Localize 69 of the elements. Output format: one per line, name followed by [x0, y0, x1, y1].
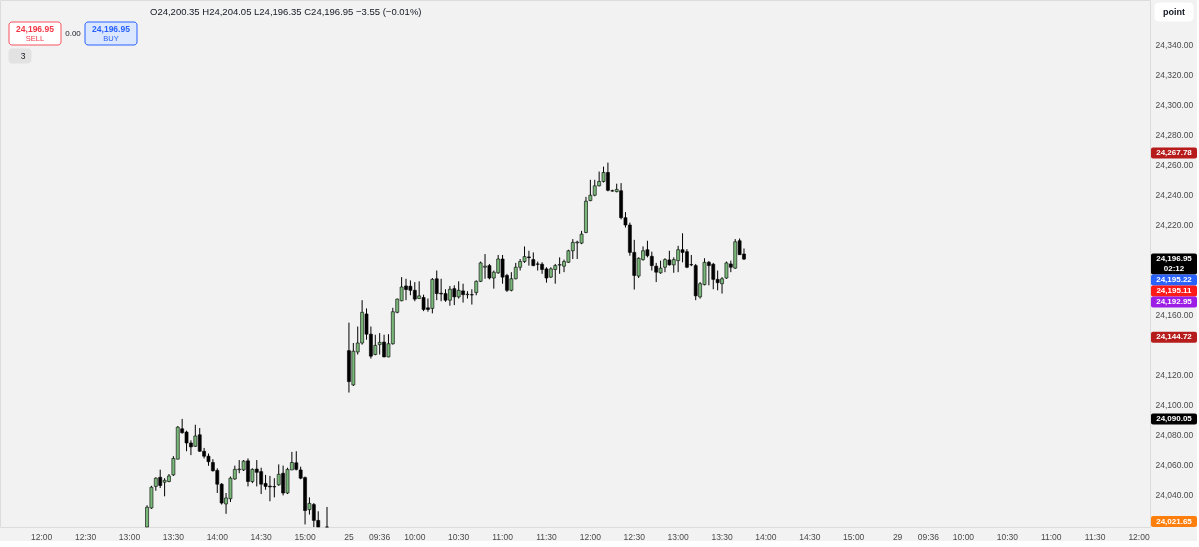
y-tick-label: 24,040.00 [1155, 489, 1194, 500]
candlestick [452, 284, 457, 306]
candlestick [465, 290, 470, 300]
x-tick-label: 29 [892, 531, 903, 542]
y-tick-label: 24,340.00 [1155, 40, 1194, 51]
y-tick-label: 24,080.00 [1155, 429, 1194, 440]
x-tick-label: 12:30 [74, 531, 97, 542]
x-tick-label: 12:00 [1128, 531, 1150, 542]
candlestick [570, 238, 575, 260]
annotation: O24,200.35 H24,204.05 L24,196.35 C24,196.95 −3.55 (−0.01%) [150, 6, 422, 17]
x-tick-label: 12:30 [623, 531, 646, 542]
x-tick-label: 10:00 [404, 531, 426, 542]
candlestick [162, 477, 167, 497]
y-tick-label: 24,320.00 [1155, 70, 1194, 81]
x-tick-label: 11:30 [1084, 531, 1106, 542]
x-tick-label: 15:00 [843, 531, 865, 542]
y-tick-label: 24,220.00 [1155, 220, 1194, 231]
annotation: 24,196.95 [92, 24, 131, 34]
candlestick [654, 262, 659, 283]
x-tick-label: 09:36 [917, 531, 940, 542]
x-tick-label: 15:00 [294, 531, 316, 542]
text: 24,192.95 [1156, 297, 1193, 307]
y-tick-label: 24,160.00 [1155, 309, 1194, 320]
x-tick-label: 13:30 [711, 531, 733, 542]
x-tick-label: 13:30 [162, 531, 185, 542]
y-tick-label: 24,120.00 [1155, 369, 1194, 380]
text: 24,144.72 [1156, 332, 1193, 342]
x-tick-label: 12:00 [579, 531, 602, 542]
x-tick-label: 11:30 [536, 531, 558, 542]
candlestick [711, 262, 716, 290]
x-tick-label: 14:30 [250, 531, 273, 542]
y-tick-label: 24,100.00 [1155, 399, 1194, 410]
y-tick-label: 24,300.00 [1155, 100, 1194, 111]
x-tick-label: 14:00 [755, 531, 777, 542]
x-tick-label: 12:00 [31, 531, 53, 542]
y-tick-label: 24,240.00 [1155, 190, 1194, 201]
text: 24,195.22 [1156, 275, 1193, 285]
text: 24,267.78 [1156, 148, 1193, 157]
candlestick [254, 459, 259, 487]
x-tick-label: 13:00 [118, 531, 141, 542]
y-tick-label: 24,060.00 [1155, 459, 1194, 470]
x-tick-label: 11:00 [1040, 531, 1062, 542]
text: 24,021.65 [1156, 516, 1193, 526]
annotation: 3 [20, 51, 26, 61]
text: 24,196.95 02:12 [1156, 254, 1193, 274]
candlestick [377, 332, 382, 356]
text: 24,090.05 [1156, 414, 1193, 424]
candlestick [158, 469, 163, 489]
candlestick [325, 506, 329, 528]
y-tick-label: 24,260.00 [1155, 160, 1194, 171]
x-tick-label: 10:00 [952, 531, 975, 542]
x-tick-label: 11:00 [492, 531, 514, 542]
x-tick-label: 13:00 [667, 531, 690, 542]
text: point [1163, 7, 1185, 17]
x-tick-label: 10:30 [996, 531, 1019, 542]
annotation: 0.00 [65, 29, 82, 38]
x-tick-label: 10:30 [448, 531, 470, 542]
annotation: 24,196.95 [16, 24, 55, 34]
x-tick-label: 14:30 [799, 531, 821, 542]
y-tick-label: 24,280.00 [1155, 130, 1194, 141]
candlestick [649, 251, 654, 272]
x-tick-label: 09:36 [369, 531, 391, 542]
candlestick [496, 254, 501, 275]
candlestick [272, 477, 277, 498]
x-tick-label: 14:00 [206, 531, 229, 542]
x-tick-label: 25 [344, 531, 354, 542]
text: 24,195.11 [1156, 286, 1193, 296]
candlestick [412, 281, 417, 302]
candlestick [553, 263, 558, 285]
